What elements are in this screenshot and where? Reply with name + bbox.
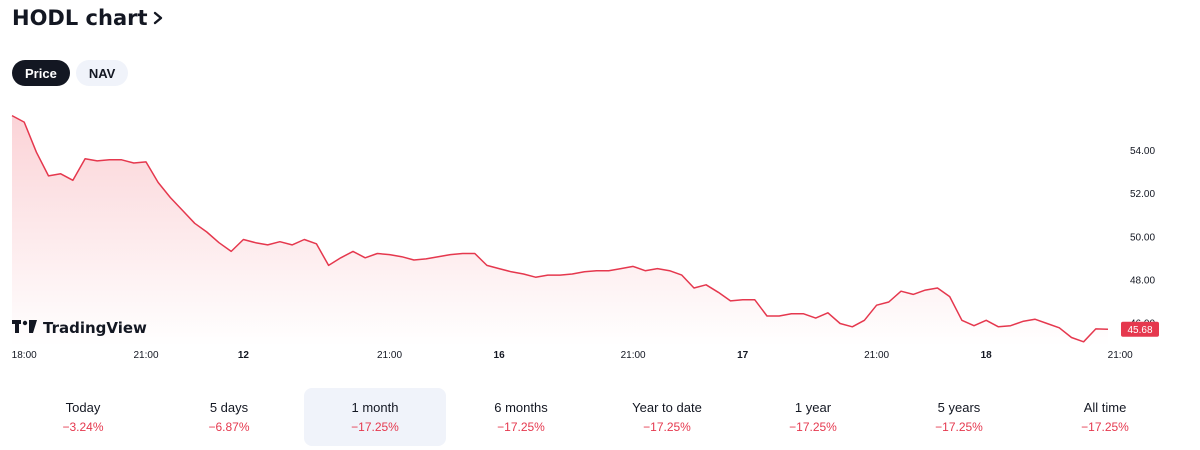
y-tick-label: 48.00 xyxy=(1130,275,1155,286)
tradingview-logo-icon xyxy=(12,320,37,333)
tradingview-watermark[interactable]: TradingView xyxy=(12,319,147,337)
period-change: −17.25% xyxy=(351,420,399,434)
period-change: −17.25% xyxy=(789,420,837,434)
period-change: −6.87% xyxy=(208,420,250,434)
period-label: All time xyxy=(1083,400,1127,415)
period-label: 1 year xyxy=(794,400,832,415)
x-axis: 18:0021:001221:001621:001721:001821:0019… xyxy=(12,350,1133,361)
period-change: −17.25% xyxy=(643,420,691,434)
period-change: −3.24% xyxy=(62,420,104,434)
period-change: −17.25% xyxy=(935,420,983,434)
tab-nav[interactable]: NAV xyxy=(75,60,129,86)
x-tick-label: 12 xyxy=(238,350,250,361)
x-tick-label: 21:00 xyxy=(377,350,402,361)
period-change: −17.25% xyxy=(497,420,545,434)
period-all-time[interactable]: All time −17.25% xyxy=(1034,388,1176,446)
y-tick-label: 52.00 xyxy=(1130,189,1155,200)
y-tick-label: 54.00 xyxy=(1130,146,1155,157)
period-label: 5 years xyxy=(937,400,981,415)
period-change: −17.25% xyxy=(1081,420,1129,434)
tradingview-label: TradingView xyxy=(43,319,147,337)
chart-title-text: HODL chart xyxy=(12,6,148,30)
period-1-year[interactable]: 1 year −17.25% xyxy=(742,388,884,446)
period-5-years[interactable]: 5 years −17.25% xyxy=(888,388,1030,446)
y-tick-label: 50.00 xyxy=(1130,232,1155,243)
last-price-tag: 45.68 xyxy=(1121,321,1159,337)
x-tick-label: 18 xyxy=(981,350,993,361)
chart-type-tabs: Price NAV xyxy=(12,60,129,86)
period-label: Today xyxy=(65,400,101,415)
period-today[interactable]: Today −3.24% xyxy=(12,388,154,446)
period-selector: Today −3.24% 5 days −6.87% 1 month −17.2… xyxy=(12,388,1180,446)
period-label: 1 month xyxy=(351,400,399,415)
period-5-days[interactable]: 5 days −6.87% xyxy=(158,388,300,446)
chart-title[interactable]: HODL chart xyxy=(12,6,165,30)
period-1-month[interactable]: 1 month −17.25% xyxy=(304,388,446,446)
x-tick-label: 21:00 xyxy=(133,350,158,361)
x-tick-label: 16 xyxy=(494,350,506,361)
period-6-months[interactable]: 6 months −17.25% xyxy=(450,388,592,446)
x-tick-label: 18:00 xyxy=(12,350,37,361)
period-label: 5 days xyxy=(209,400,249,415)
x-tick-label: 17 xyxy=(737,350,749,361)
tab-price[interactable]: Price xyxy=(12,60,70,86)
x-tick-label: 21:00 xyxy=(621,350,646,361)
chevron-right-icon xyxy=(153,11,162,25)
period-year-to-date[interactable]: Year to date −17.25% xyxy=(596,388,738,446)
price-area-fill xyxy=(12,115,1108,346)
price-line xyxy=(11,114,1109,343)
x-tick-label: 21:00 xyxy=(1108,350,1133,361)
period-label: Year to date xyxy=(632,400,702,415)
x-tick-label: 21:00 xyxy=(864,350,889,361)
period-label: 6 months xyxy=(494,400,548,415)
last-price-value: 45.68 xyxy=(1127,325,1152,336)
